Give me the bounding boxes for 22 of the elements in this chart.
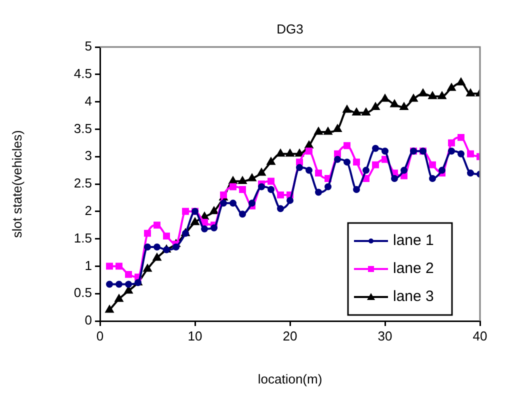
y-tick-label: 3 (84, 148, 92, 164)
x-tick-label: 0 (96, 328, 104, 344)
legend-label: lane 1 (393, 232, 434, 250)
y-tick-label: 5 (84, 38, 92, 54)
x-tick-label: 10 (188, 328, 202, 344)
x-tick-label: 30 (378, 328, 392, 344)
y-tick-label: 0 (84, 312, 92, 328)
x-axis-title: location(m) (258, 372, 322, 387)
x-tick-label: 20 (282, 328, 298, 344)
y-tick-label: 4.5 (74, 66, 92, 81)
y-tick-label: 2.5 (74, 176, 92, 191)
y-axis-title: slot state(vehicles) (10, 130, 25, 238)
x-tick-label: 40 (472, 328, 488, 344)
legend-label: lane 3 (393, 288, 434, 306)
legend-label: lane 2 (393, 260, 434, 278)
y-tick-label: 2 (84, 202, 92, 218)
y-tick-label: 0.5 (74, 285, 92, 300)
y-tick-label: 3.5 (74, 120, 92, 136)
y-tick-label: 1.5 (74, 230, 92, 246)
y-tick-label: 1 (84, 258, 92, 273)
chart-title: DG3 (276, 22, 304, 37)
y-tick-label: 4 (84, 93, 92, 108)
